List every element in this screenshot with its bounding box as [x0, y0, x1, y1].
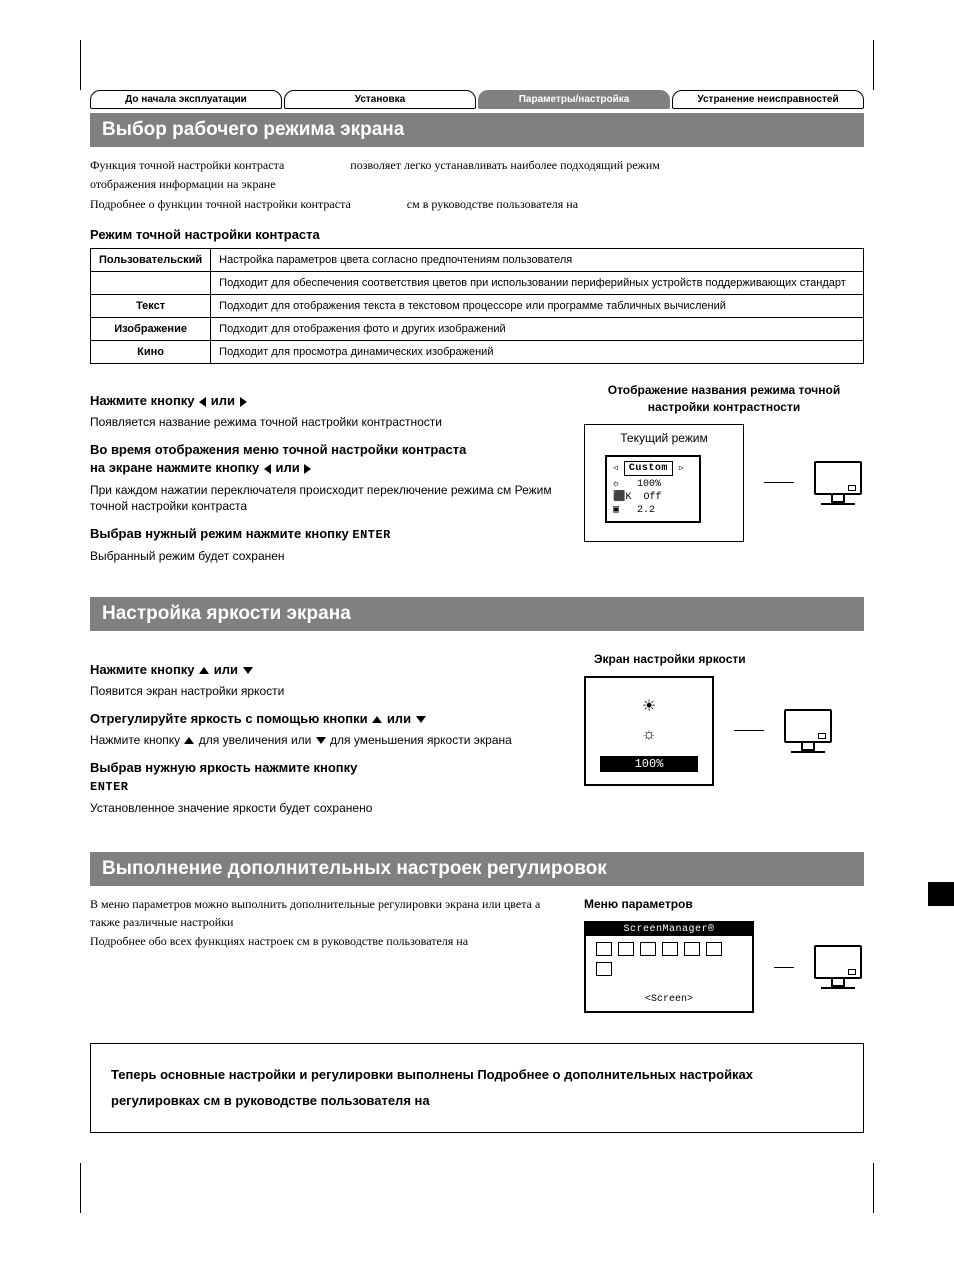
s1-p3b: см в руководстве пользователя на — [407, 197, 578, 211]
brightness-box: ☀ ☼ 100% — [584, 676, 714, 786]
s1-step2-b: При каждом нажатии переключателя происхо… — [90, 482, 564, 516]
menu-item-icon — [662, 942, 678, 956]
mode-row-3-d: Подходит для отображения фото и других и… — [211, 318, 864, 341]
osd-inner: ◁ Custom ▷ ☼ 100% ⬛K Off ▣ 2.2 — [605, 455, 701, 523]
menu-item-icon — [640, 942, 656, 956]
monitor-icon — [784, 709, 832, 753]
down-triangle-icon — [416, 716, 426, 723]
final-note: Теперь основные настройки и регулировки … — [90, 1043, 864, 1133]
page-edge-marker — [928, 882, 954, 906]
sun-solid-icon: ☀ — [642, 696, 656, 716]
menu-title: ScreenManager® — [586, 923, 752, 936]
section1-intro: Функция точной настройки контраста позво… — [90, 157, 864, 174]
mode-row-2-d: Подходит для отображения текста в тексто… — [211, 295, 864, 318]
s2-st2b-b: для увеличения или — [195, 733, 314, 747]
mode-row-4-h: Кино — [91, 341, 211, 364]
s2-step1-h: Нажмите кнопку или — [90, 661, 564, 679]
up-triangle-icon — [184, 737, 194, 744]
s3-ill-title: Меню параметров — [584, 896, 864, 913]
s1-p3: Подробнее о функции точной настройки кон… — [90, 196, 864, 213]
tab-troubleshoot: Устранение неисправностей — [672, 90, 864, 109]
monitor-icon — [814, 461, 862, 505]
menu-item-icon — [596, 962, 612, 976]
right-triangle-icon — [304, 464, 311, 474]
tab-install: Установка — [284, 90, 476, 109]
breadcrumb-tabs: До начала эксплуатации Установка Парамет… — [90, 90, 864, 109]
s2-step3-b: Установленное значение яркости будет сох… — [90, 800, 564, 817]
tab-before-use: До начала эксплуатации — [90, 90, 282, 109]
up-triangle-icon — [199, 667, 209, 674]
tab-settings: Параметры/настройка — [478, 90, 670, 109]
mode-row-1-d: Подходит для обеспечения соответствия цв… — [211, 272, 864, 295]
osd-current-label: Текущий режим — [585, 431, 743, 445]
modes-table: Пользовательский Настройка параметров цв… — [90, 248, 864, 364]
sun-outline-icon: ☼ — [642, 726, 657, 744]
s1-p3a: Подробнее о функции точной настройки кон… — [90, 197, 351, 211]
s1-step3-b: Выбранный режим будет сохранен — [90, 548, 564, 565]
s2-step1-b: Появится экран настройки яркости — [90, 683, 564, 700]
s1-p1b: позволяет легко устанавливать наиболее п… — [350, 158, 660, 172]
osd-mode: Custom — [624, 461, 673, 476]
left-triangle-icon — [264, 464, 271, 474]
s2-st2b-c: для уменьшения яркости экрана — [327, 733, 512, 747]
brightness-value: 100% — [600, 756, 698, 772]
s1-step1-h: Нажмите кнопку или — [90, 392, 564, 410]
left-triangle-icon — [199, 397, 206, 407]
right-triangle-icon — [240, 397, 247, 407]
s1-p2: отображения информации на экране — [90, 176, 864, 193]
osd-v1: 100% — [637, 479, 661, 490]
s2-st1-a: Нажмите кнопку — [90, 662, 198, 677]
s2-step3-h: Выбрав нужную яркость нажмите кнопку ENT… — [90, 759, 564, 796]
mode-row-4-d: Подходит для просмотра динамических изоб… — [211, 341, 864, 364]
up-triangle-icon — [372, 716, 382, 723]
s3-p2: Подробнее обо всех функциях настроек см … — [90, 933, 564, 950]
s2-step2-b: Нажмите кнопку для увеличения или для ум… — [90, 732, 564, 749]
s1-st2-c: или — [272, 460, 303, 475]
mode-row-2-h: Текст — [91, 295, 211, 318]
monitor-icon — [814, 945, 862, 989]
s3-p1: В меню параметров можно выполнить дополн… — [90, 896, 564, 931]
s1-subhead: Режим точной настройки контраста — [90, 227, 864, 242]
s2-st1-b: или — [210, 662, 241, 677]
menu-footer: <Screen> — [586, 994, 752, 1005]
menu-item-icon — [684, 942, 700, 956]
osd-v2: Off — [643, 492, 661, 503]
s2-step2-h: Отрегулируйте яркость с помощью кнопки и… — [90, 710, 564, 728]
mode-row-1-h — [91, 272, 211, 295]
s1-st1-a: Нажмите кнопку — [90, 393, 198, 408]
s1-ill-title: Отображение названия режима точной настр… — [584, 382, 864, 416]
mode-row-0-d: Настройка параметров цвета согласно пред… — [211, 249, 864, 272]
settings-menu-box: ScreenManager® <Screen> — [584, 921, 754, 1013]
section3-banner: Выполнение дополнительных настроек регул… — [90, 852, 864, 886]
section2-banner: Настройка яркости экрана — [90, 597, 864, 631]
section1-banner: Выбор рабочего режима экрана — [90, 113, 864, 147]
s2-st3-a: Выбрав нужную яркость нажмите кнопку — [90, 760, 357, 775]
mode-row-0-h: Пользовательский — [91, 249, 211, 272]
s1-st2-a: Во время отображения меню точной настрой… — [90, 442, 466, 457]
osd-display-box: Текущий режим ◁ Custom ▷ ☼ 100% ⬛K Off ▣… — [584, 424, 744, 542]
menu-item-icon — [618, 942, 634, 956]
menu-item-icon — [596, 942, 612, 956]
mode-row-3-h: Изображение — [91, 318, 211, 341]
s2-ill-title: Экран настройки яркости — [594, 651, 864, 668]
osd-v3: 2.2 — [637, 505, 655, 516]
s1-step1-b: Появляется название режима точной настро… — [90, 414, 564, 431]
s1-step3-h: Выбрав нужный режим нажмите кнопку ENTER — [90, 525, 564, 544]
menu-item-icon — [706, 942, 722, 956]
down-triangle-icon — [243, 667, 253, 674]
s2-st2-a: Отрегулируйте яркость с помощью кнопки — [90, 711, 371, 726]
s2-st2b-a: Нажмите кнопку — [90, 733, 183, 747]
s2-st2-b: или — [383, 711, 414, 726]
s1-step2-h: Во время отображения меню точной настрой… — [90, 441, 564, 477]
s1-st1-b: или — [207, 393, 238, 408]
enter-label: ENTER — [90, 780, 129, 794]
s1-st2-b: на экране нажмите кнопку — [90, 460, 263, 475]
enter-label: ENTER — [352, 528, 391, 542]
down-triangle-icon — [316, 737, 326, 744]
s1-st3-a: Выбрав нужный режим нажмите кнопку — [90, 526, 352, 541]
s1-p1a: Функция точной настройки контраста — [90, 158, 284, 172]
